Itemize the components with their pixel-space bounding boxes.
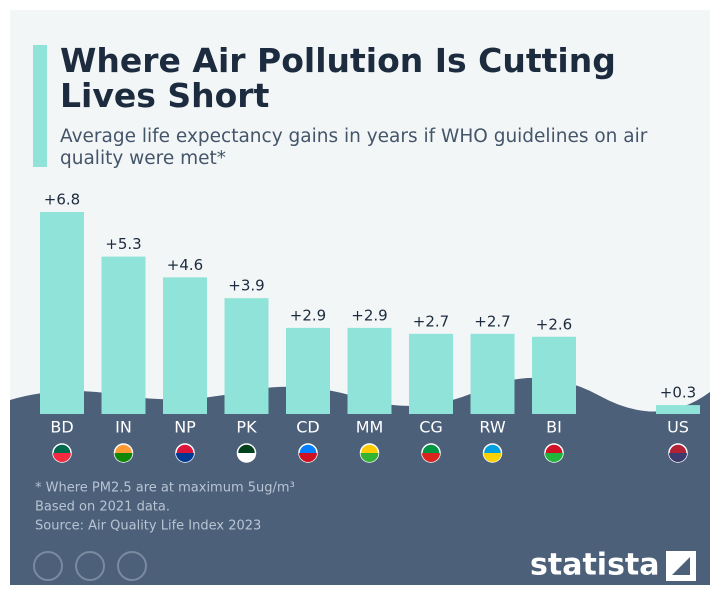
flag: [360, 453, 379, 462]
accent-bar: [33, 45, 47, 167]
bar: [532, 336, 576, 414]
bar: [470, 333, 515, 414]
value-label: +0.3: [660, 384, 696, 402]
brand-logo: [666, 551, 696, 581]
x-tick-label: BD: [50, 418, 73, 437]
flag: [176, 453, 194, 462]
value-label: +4.6: [167, 256, 203, 274]
bar: [409, 333, 453, 414]
flag: [483, 453, 502, 462]
value-label: +2.9: [351, 306, 387, 324]
value-label: +2.9: [290, 306, 326, 324]
bar: [286, 327, 330, 414]
footnote: Based on 2021 data.: [35, 500, 170, 515]
x-tick-label: MM: [356, 418, 384, 437]
license-icons: [33, 551, 147, 581]
x-tick-label: CD: [296, 418, 320, 437]
flag: [299, 453, 317, 462]
flag: [669, 453, 687, 462]
chart-subtitle: Average life expectancy gains in years i…: [60, 126, 648, 169]
flag: [422, 453, 440, 462]
x-tick-label: RW: [479, 418, 505, 437]
x-tick-label: US: [667, 418, 689, 437]
brand: statista: [530, 548, 660, 583]
bar: [101, 256, 146, 414]
value-label: +2.7: [413, 312, 449, 330]
x-tick-label: BI: [546, 418, 562, 437]
flag: [53, 453, 71, 462]
value-label: +2.6: [536, 315, 572, 333]
flag: [114, 453, 133, 462]
bar: [656, 405, 700, 414]
x-tick-label: CG: [419, 418, 443, 437]
bar: [163, 277, 207, 414]
value-label: +6.8: [44, 191, 80, 209]
bar: [224, 298, 269, 414]
value-label: +3.9: [228, 277, 264, 295]
bar: [40, 212, 84, 414]
x-tick-label: NP: [174, 418, 196, 437]
x-tick-label: PK: [236, 418, 257, 437]
bar: [347, 327, 392, 414]
footnote: Source: Air Quality Life Index 2023: [35, 519, 261, 534]
value-label: +2.7: [474, 312, 510, 330]
x-tick-label: IN: [115, 418, 132, 437]
value-label: +5.3: [105, 235, 141, 253]
footnote: * Where PM2.5 are at maximum 5ug/m³: [35, 481, 295, 496]
flag: [237, 453, 256, 462]
flag: [545, 453, 563, 462]
chart-title: Where Air Pollution Is Cutting Lives Shor…: [60, 41, 616, 115]
